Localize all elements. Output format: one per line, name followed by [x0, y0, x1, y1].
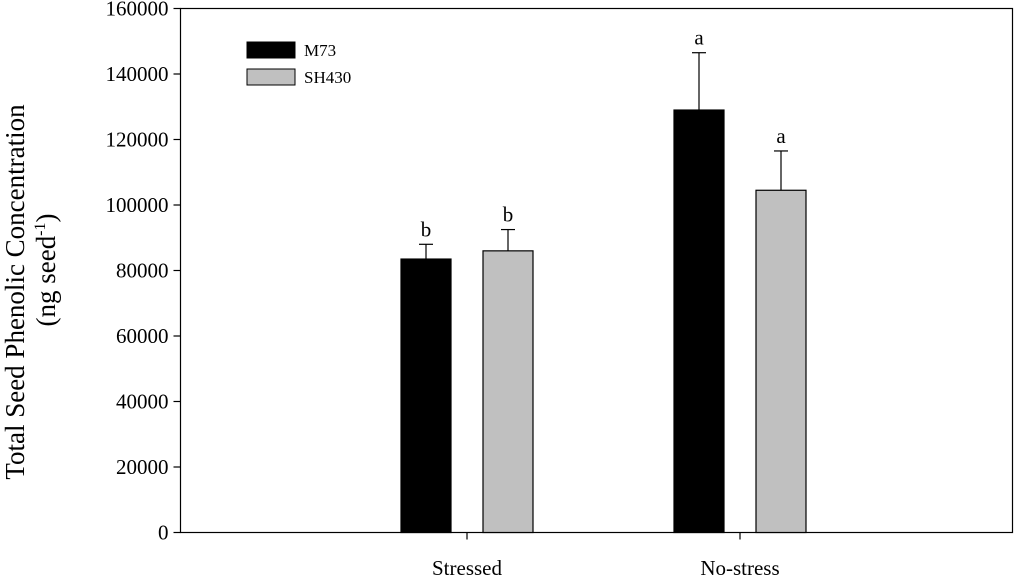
legend-swatch-sh430 — [246, 68, 296, 86]
y-tick-label: 160000 — [106, 0, 169, 21]
legend-label-m73: M73 — [304, 41, 336, 60]
significance-letter: b — [421, 217, 432, 241]
x-tick-label: No-stress — [700, 556, 779, 576]
plot-frame — [179, 7, 1014, 534]
y-tick-label: 100000 — [106, 193, 169, 217]
y-axis-label-main: (ng seed — [31, 235, 61, 326]
y-tick-label: 140000 — [106, 62, 169, 86]
x-ticks: Stressed No-stress — [432, 532, 780, 576]
y-axis-label-line1: Total Seed Phenolic Concentration — [0, 104, 30, 480]
y-axis-label-line2: (ng seed-1) — [31, 213, 61, 326]
bar — [755, 189, 807, 534]
y-ticks: 0 20000 40000 60000 80000 100000 120000 140000 1… — [106, 0, 181, 545]
legend: M73 SH430 — [246, 41, 351, 87]
y-tick-label: 40000 — [116, 390, 169, 414]
y-tick-label: 80000 — [116, 259, 169, 283]
significance-letter: a — [776, 124, 786, 148]
y-axis-label-end: ) — [31, 213, 61, 222]
y-tick-label: 20000 — [116, 455, 169, 479]
legend-swatch-m73 — [246, 41, 296, 59]
y-axis-label-superscript: -1 — [32, 222, 49, 235]
significance-letter: a — [694, 26, 704, 50]
y-tick-label: 60000 — [116, 324, 169, 348]
bar — [673, 109, 725, 534]
y-tick-label: 120000 — [106, 128, 169, 152]
bars: b a b a — [400, 26, 807, 534]
x-tick-label: Stressed — [432, 556, 502, 576]
y-tick-label: 0 — [158, 521, 169, 545]
bar — [400, 258, 452, 534]
significance-letter: b — [503, 203, 514, 227]
bar — [482, 250, 534, 534]
legend-label-sh430: SH430 — [304, 68, 351, 87]
